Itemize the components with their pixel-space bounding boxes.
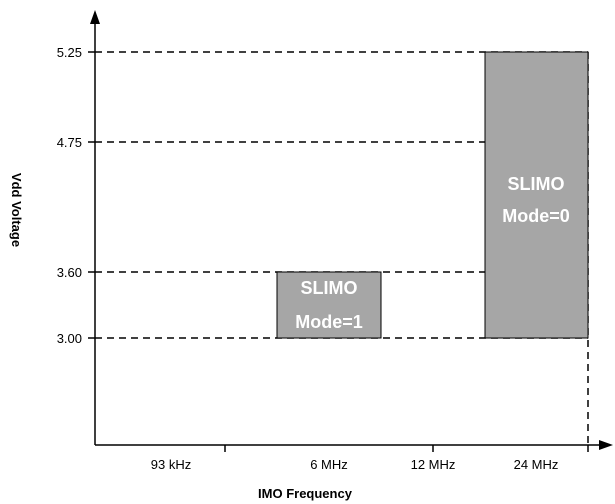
y-tick-label-3.60: 3.60	[57, 265, 82, 280]
y-axis-title: Vdd Voltage	[9, 173, 24, 247]
y-tick-label-3.00: 3.00	[57, 331, 82, 346]
x-ticks	[224, 445, 589, 452]
y-ticks	[88, 51, 95, 339]
x-tick-label-12mhz: 12 MHz	[411, 457, 456, 472]
x-axis-title: IMO Frequency	[258, 486, 353, 501]
region-label-mode1-line2: Mode=1	[295, 312, 363, 332]
region-label-mode1-line1: SLIMO	[301, 278, 358, 298]
region-label-mode0-line2: Mode=0	[502, 206, 570, 226]
x-tick-label-24mhz: 24 MHz	[514, 457, 559, 472]
x-tick-label-6mhz: 6 MHz	[310, 457, 348, 472]
y-tick-label-5.25: 5.25	[57, 45, 82, 60]
y-axis-arrow-icon	[90, 10, 100, 24]
region-label-mode0-line1: SLIMO	[508, 174, 565, 194]
x-tick-label-93khz: 93 kHz	[151, 457, 191, 472]
x-axis-arrow-icon	[599, 440, 613, 450]
region-slimo-mode1	[276, 271, 382, 339]
region-slimo-mode0	[484, 51, 589, 339]
y-tick-label-4.75: 4.75	[57, 135, 82, 150]
